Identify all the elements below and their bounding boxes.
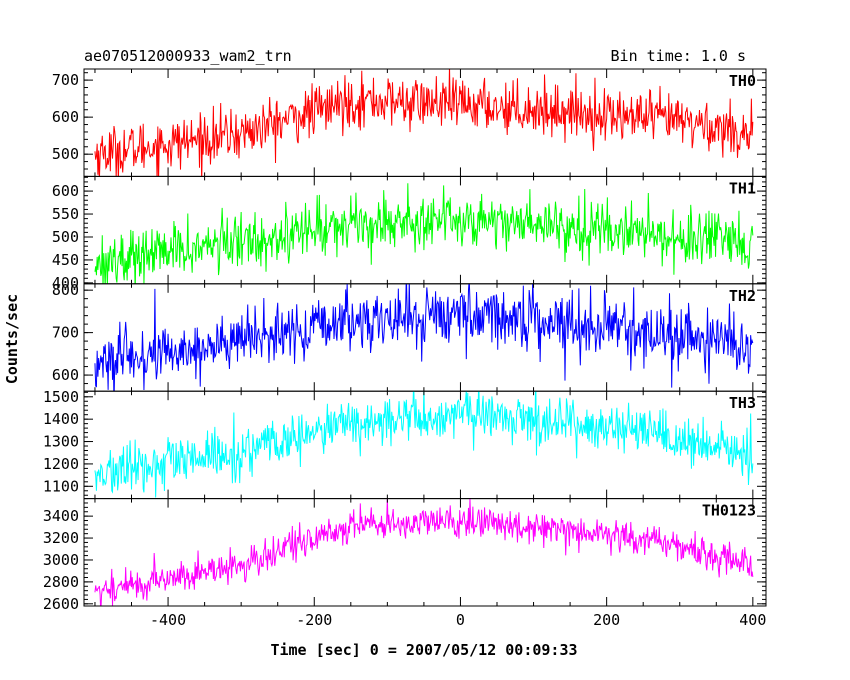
panel-label-th3: TH3 [729, 394, 756, 412]
y-tick-label: 400 [52, 274, 79, 292]
y-tick-label: 600 [52, 366, 79, 384]
series-line-th0123 [94, 498, 754, 607]
y-tick-label: 800 [52, 281, 79, 299]
y-tick-label: 600 [52, 108, 79, 126]
series-line-th2 [94, 283, 754, 392]
y-tick-label: 3000 [43, 551, 79, 569]
y-tick-label: 1400 [43, 410, 79, 428]
y-tick-label: 600 [52, 182, 79, 200]
panel-frame [83, 68, 767, 177]
series-line-th1 [94, 183, 754, 284]
panel-th2: 600 700 800 TH2 [52, 281, 767, 392]
chart-title: ae070512000933_wam2_trn [84, 47, 292, 65]
x-tick-label: 0 [456, 611, 465, 629]
x-tick-label: -400 [150, 611, 186, 629]
y-tick-label: 450 [52, 251, 79, 269]
y-tick-label: 2600 [43, 595, 79, 613]
panel-th1: 400 450 500 550 600 TH1 [52, 175, 767, 292]
panel-frame [83, 498, 767, 607]
panel-th0: 500 600 700 TH0 [52, 68, 767, 177]
y-tick-label: 500 [52, 145, 79, 163]
y-tick-label: 3400 [43, 507, 79, 525]
y-axis-label: Counts/sec [3, 294, 21, 384]
panel-th0123: 2600 2800 3000 3200 3400 TH0123 [43, 498, 767, 613]
y-tick-label: 2800 [43, 573, 79, 591]
y-tick-label: 700 [52, 71, 79, 89]
x-tick-label: 200 [593, 611, 620, 629]
y-tick-label: 3200 [43, 529, 79, 547]
y-tick-label: 1300 [43, 433, 79, 451]
x-tick-label: 400 [739, 611, 766, 629]
y-tick-label: 1500 [43, 388, 79, 406]
y-tick-label: 1200 [43, 455, 79, 473]
panels-group: 500 600 700 TH0 400 450 500 550 600 TH1 600 700 800 T… [43, 68, 767, 629]
y-tick-label: 1100 [43, 477, 79, 495]
x-tick-label: -200 [296, 611, 332, 629]
y-tick-label: 500 [52, 228, 79, 246]
panel-label-th0123: TH0123 [702, 502, 756, 520]
y-tick-label: 700 [52, 324, 79, 342]
panel-label-th0: TH0 [729, 72, 756, 90]
x-axis-label: Time [sec] 0 = 2007/05/12 00:09:33 [270, 641, 577, 659]
panel-th3: 1100 1200 1300 1400 1500 TH3 [43, 388, 767, 500]
series-line-th0 [94, 69, 754, 177]
panel-label-th1: TH1 [729, 179, 756, 197]
panel-label-th2: TH2 [729, 287, 756, 305]
y-tick-label: 550 [52, 205, 79, 223]
series-line-th3 [94, 391, 754, 498]
bin-time-label: Bin time: 1.0 s [611, 47, 746, 65]
